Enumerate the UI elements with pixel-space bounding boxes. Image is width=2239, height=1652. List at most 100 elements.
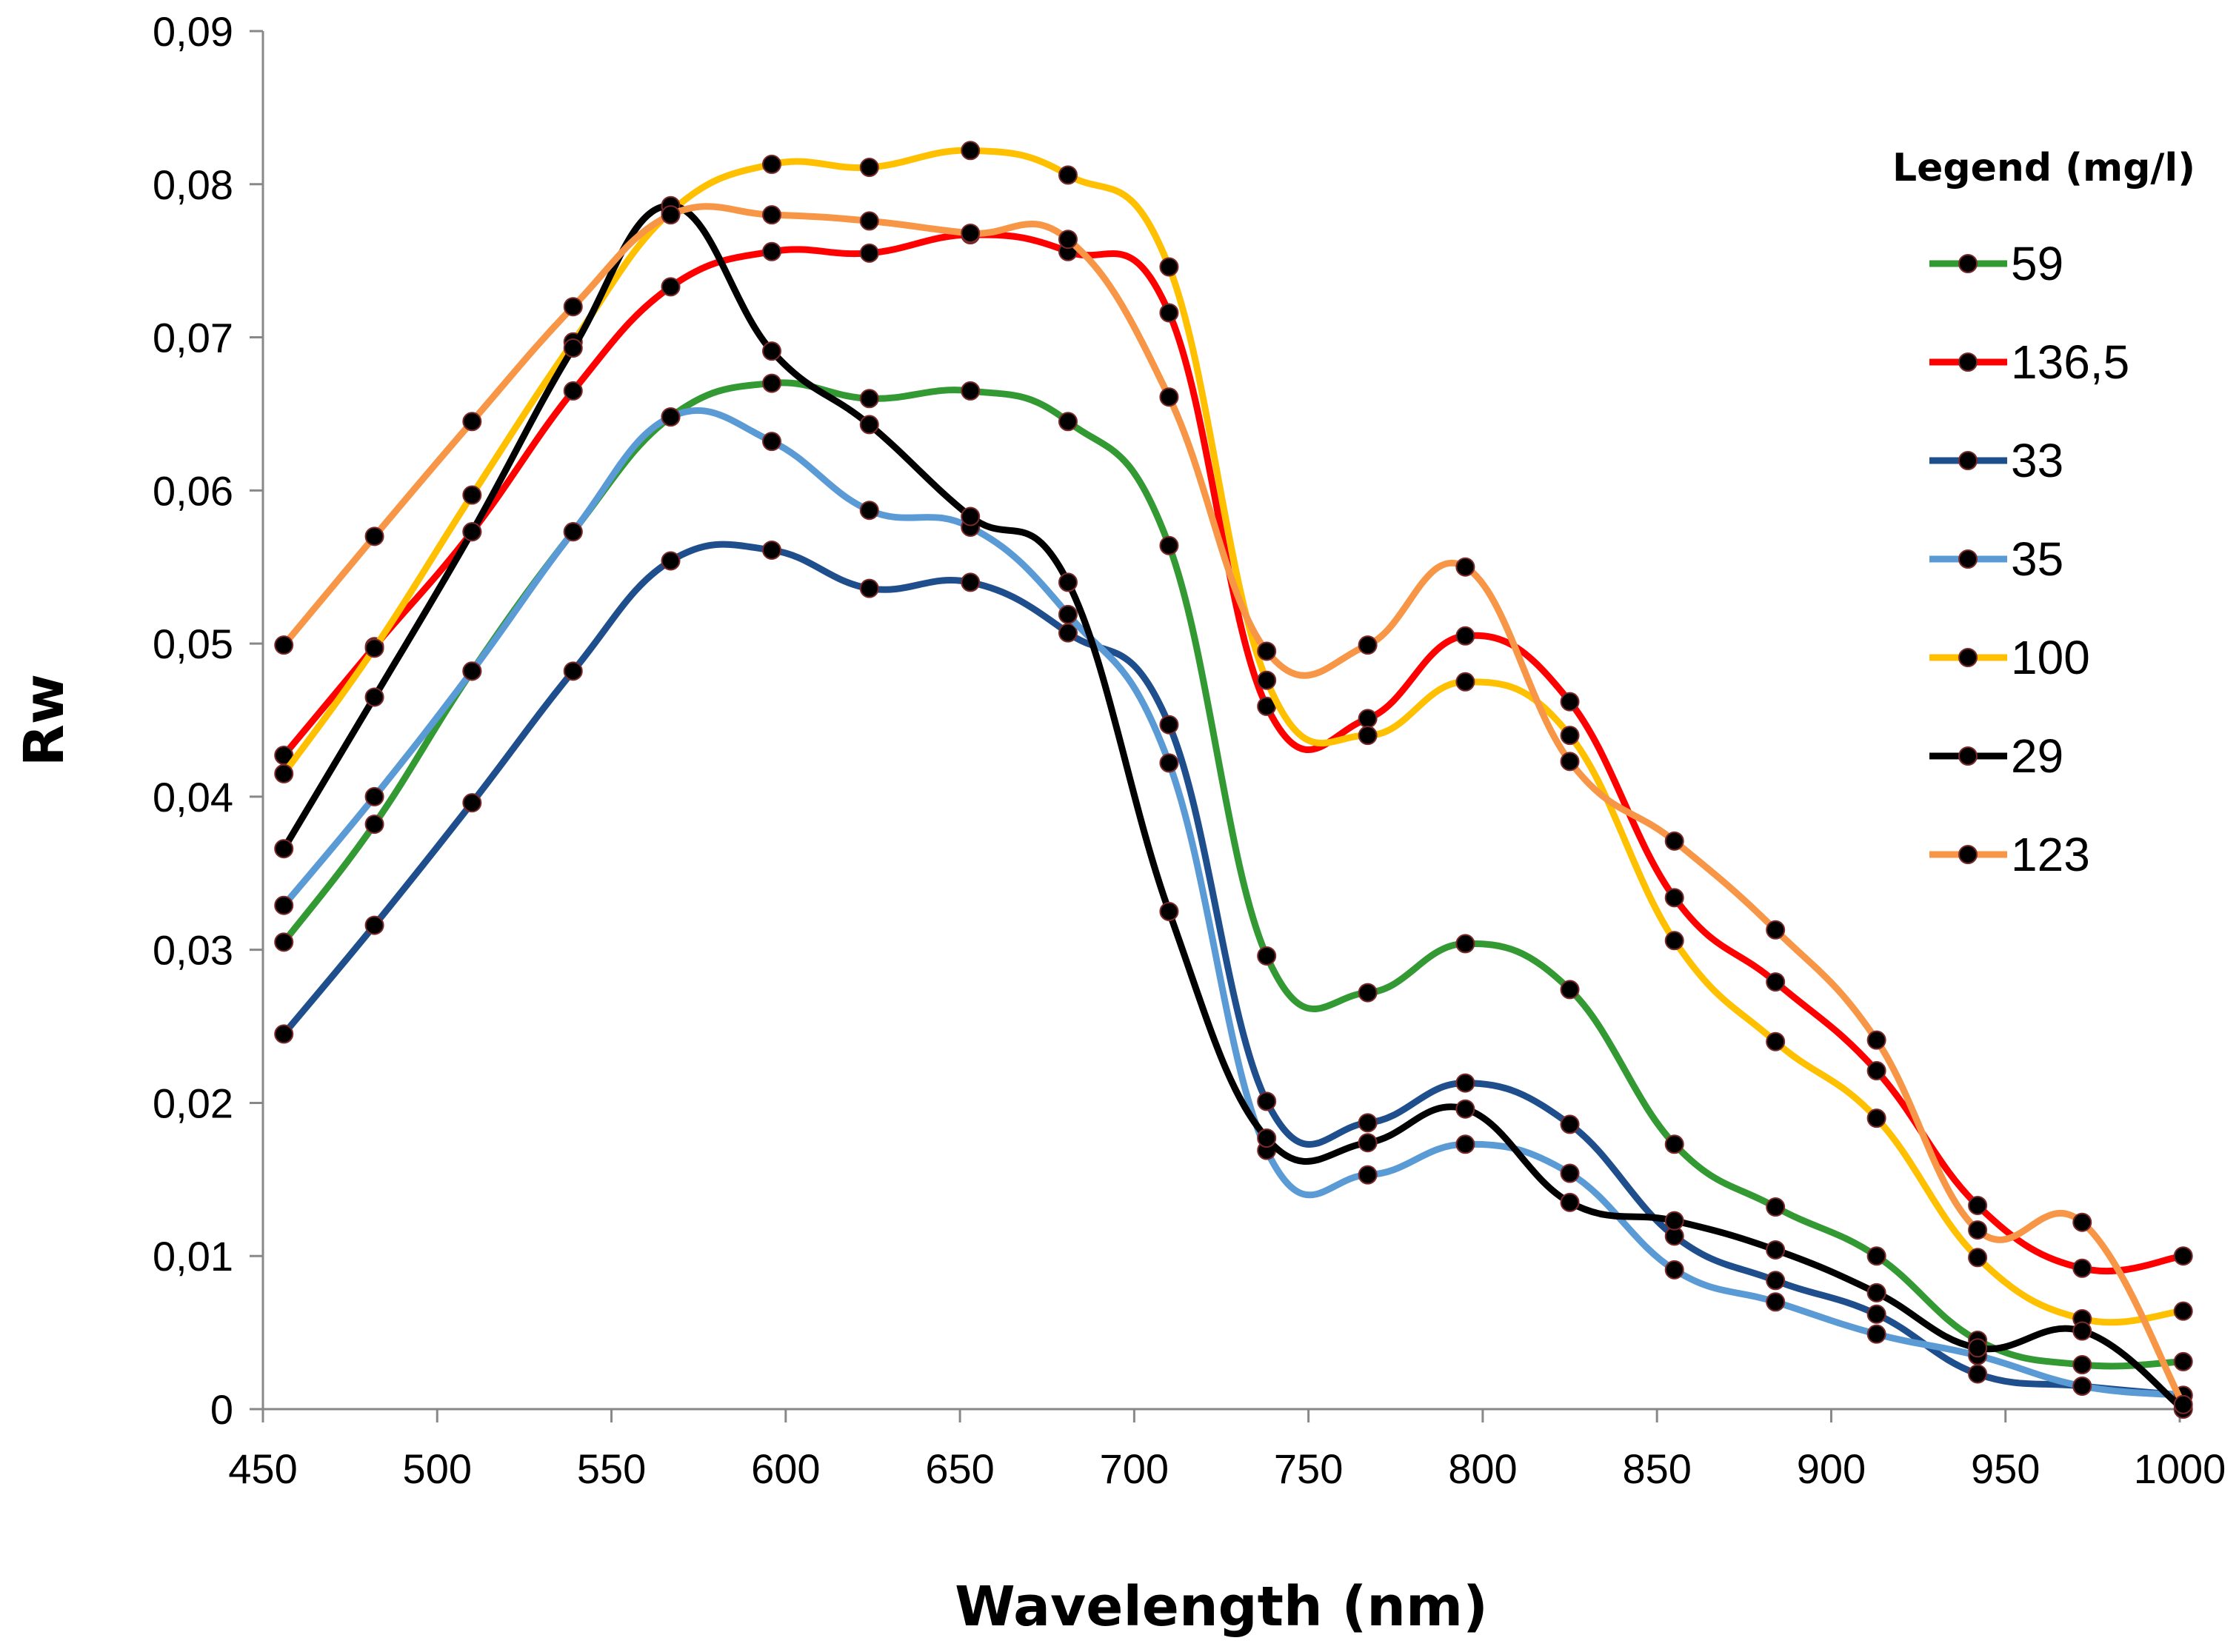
data-point (1560, 752, 1580, 772)
legend-item-59: 59 (1929, 237, 2063, 290)
axes (261, 31, 2180, 1411)
data-point (1766, 1271, 1786, 1291)
data-point (1664, 931, 1684, 951)
data-point (661, 205, 681, 225)
data-point (761, 432, 781, 452)
data-point (1560, 1163, 1580, 1183)
data-point (661, 277, 681, 297)
data-point (364, 815, 384, 835)
data-point (462, 661, 482, 681)
data-point (1358, 635, 1378, 655)
data-point (1766, 1031, 1786, 1051)
data-point (1159, 387, 1179, 407)
x-tick-label: 700 (1100, 1445, 1169, 1492)
data-point (1257, 946, 1277, 966)
data-point (2173, 1246, 2193, 1266)
data-point (274, 895, 294, 915)
legend-label: 136,5 (2011, 335, 2129, 389)
data-point (1358, 983, 1378, 1003)
data-point (462, 793, 482, 813)
data-point (2072, 1258, 2092, 1278)
y-tick-label: 0,01 (153, 1233, 233, 1280)
data-point (761, 205, 781, 225)
y-tick-label: 0,08 (153, 161, 233, 208)
legend: Legend (mg/l) 59 136,5 33 35 100 29 123 (1892, 146, 2195, 881)
data-point (1560, 1114, 1580, 1134)
data-point (761, 373, 781, 393)
y-tick-label: 0,09 (153, 8, 233, 55)
data-point (2072, 1355, 2092, 1375)
data-point (1560, 692, 1580, 712)
legend-item-100: 100 (1929, 631, 2090, 684)
series-line (280, 147, 2187, 1326)
legend-item-123: 123 (1929, 828, 2090, 881)
data-point (274, 839, 294, 859)
data-point (1159, 535, 1179, 555)
data-point (364, 687, 384, 707)
data-point (1455, 672, 1475, 692)
data-point (761, 241, 781, 261)
data-point (1455, 934, 1475, 954)
data-point (1455, 1073, 1475, 1093)
legend-marker (1958, 352, 1978, 372)
data-point (859, 211, 879, 231)
data-point (1455, 626, 1475, 646)
legend-item-29: 29 (1929, 729, 2063, 783)
data-point (2173, 1394, 2193, 1414)
data-point (364, 786, 384, 806)
x-tick-label: 600 (751, 1445, 820, 1492)
data-point (1766, 920, 1786, 940)
legend-label: 29 (2011, 729, 2063, 783)
x-tick-label: 550 (577, 1445, 646, 1492)
data-point (1968, 1195, 1988, 1215)
x-tick-label: 450 (228, 1445, 297, 1492)
y-axis-title: Rw (13, 674, 76, 766)
data-point (859, 158, 879, 178)
legend-marker (1958, 746, 1978, 766)
data-point (1358, 726, 1378, 746)
data-point (1560, 980, 1580, 1000)
data-point (364, 638, 384, 658)
data-point (961, 381, 981, 401)
data-point (859, 415, 879, 435)
data-point (1766, 1197, 1786, 1217)
data-point (1664, 1260, 1684, 1280)
series-line (280, 231, 2187, 1275)
data-point (462, 522, 482, 542)
data-point (1968, 1338, 1988, 1358)
data-point (1766, 1292, 1786, 1312)
data-point (2072, 1212, 2092, 1232)
data-point (961, 223, 981, 243)
data-point (2173, 1301, 2193, 1321)
data-point (1766, 1240, 1786, 1260)
data-point (462, 412, 482, 432)
data-point (1455, 1099, 1475, 1119)
data-point (1766, 972, 1786, 992)
data-point (661, 551, 681, 571)
series-layer (274, 141, 2193, 1419)
data-point (1866, 1030, 1886, 1050)
y-axis-ticks: 0 0,01 0,02 0,03 0,04 0,05 0,06 0,07 0,08 0,09 (153, 8, 263, 1433)
x-axis-title: Wavelength (nm) (955, 1575, 1488, 1639)
legend-marker (1958, 845, 1978, 864)
data-point (661, 407, 681, 427)
data-point (1358, 1133, 1378, 1153)
legend-label: 123 (2011, 828, 2090, 881)
data-point (1968, 1364, 1988, 1384)
data-point (1159, 901, 1179, 921)
legend-item-35: 35 (1929, 532, 2063, 586)
data-point (364, 526, 384, 546)
data-point (1866, 1324, 1886, 1344)
x-tick-label: 750 (1274, 1445, 1343, 1492)
y-tick-label: 0,05 (153, 621, 233, 667)
series-136,5 (274, 225, 2193, 1278)
data-point (1866, 1246, 1886, 1266)
data-point (1455, 557, 1475, 577)
data-point (1968, 1220, 1988, 1240)
data-point (1866, 1304, 1886, 1324)
data-point (1257, 1128, 1277, 1148)
data-point (1968, 1248, 1988, 1268)
data-point (761, 540, 781, 560)
legend-label: 33 (2011, 434, 2063, 487)
x-tick-label: 900 (1797, 1445, 1866, 1492)
